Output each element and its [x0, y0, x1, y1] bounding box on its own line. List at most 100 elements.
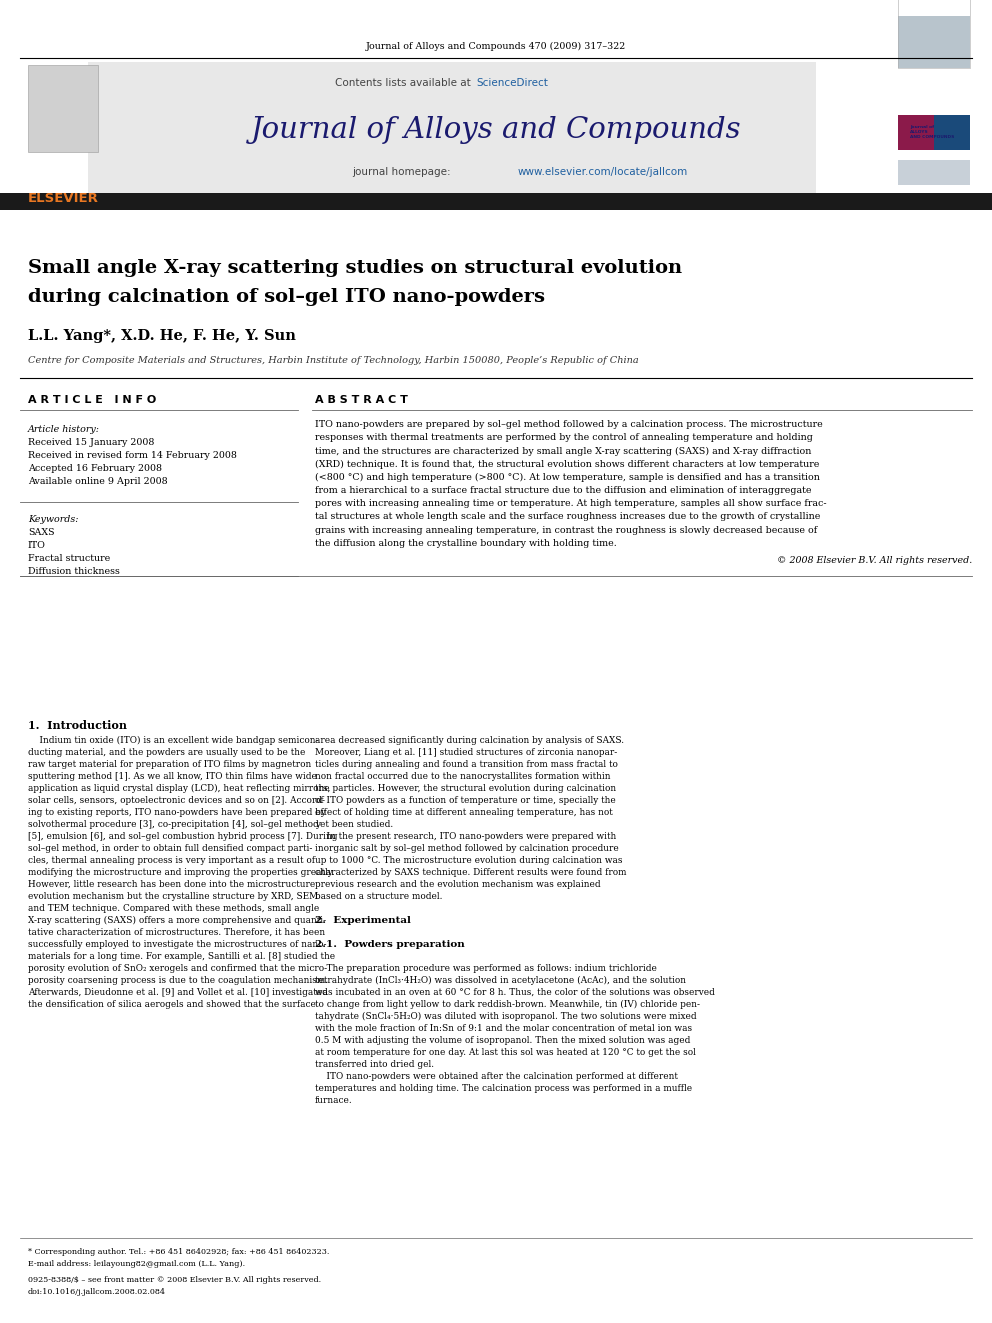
Text: cles, thermal annealing process is very important as a result of: cles, thermal annealing process is very … — [28, 856, 315, 865]
Text: characterized by SAXS technique. Different results were found from: characterized by SAXS technique. Differe… — [315, 868, 627, 877]
Text: (XRD) technique. It is found that, the structural evolution shows different char: (XRD) technique. It is found that, the s… — [315, 459, 819, 468]
Text: Journal of Alloys and Compounds: Journal of Alloys and Compounds — [251, 116, 741, 144]
Text: ITO: ITO — [28, 541, 46, 550]
Text: successfully employed to investigate the microstructures of nano-: successfully employed to investigate the… — [28, 941, 326, 949]
Text: Keywords:: Keywords: — [28, 515, 78, 524]
Text: ScienceDirect: ScienceDirect — [476, 78, 548, 89]
Text: E-mail address: leilayoung82@gmail.com (L.L. Yang).: E-mail address: leilayoung82@gmail.com (… — [28, 1259, 245, 1267]
Text: the diffusion along the crystalline boundary with holding time.: the diffusion along the crystalline boun… — [315, 538, 617, 548]
Text: non fractal occurred due to the nanocrystallites formation within: non fractal occurred due to the nanocrys… — [315, 773, 610, 781]
Text: Afterwards, Dieudonne et al. [9] and Vollet et al. [10] investigated: Afterwards, Dieudonne et al. [9] and Vol… — [28, 988, 328, 998]
Text: Diffusion thickness: Diffusion thickness — [28, 568, 120, 576]
Text: the densification of silica aerogels and showed that the surface: the densification of silica aerogels and… — [28, 1000, 315, 1009]
Text: application as liquid crystal display (LCD), heat reflecting mirrors,: application as liquid crystal display (L… — [28, 785, 330, 792]
Text: previous research and the evolution mechanism was explained: previous research and the evolution mech… — [315, 880, 600, 889]
Text: ing to existing reports, ITO nano-powders have been prepared by: ing to existing reports, ITO nano-powder… — [28, 808, 326, 818]
Text: Small angle X-ray scattering studies on structural evolution: Small angle X-ray scattering studies on … — [28, 259, 682, 277]
Text: Available online 9 April 2008: Available online 9 April 2008 — [28, 478, 168, 486]
Text: solvothermal procedure [3], co-precipitation [4], sol–gel method: solvothermal procedure [3], co-precipita… — [28, 820, 318, 830]
Text: doi:10.1016/j.jallcom.2008.02.084: doi:10.1016/j.jallcom.2008.02.084 — [28, 1289, 166, 1297]
Text: evolution mechanism but the crystalline structure by XRD, SEM: evolution mechanism but the crystalline … — [28, 892, 318, 901]
Text: with the mole fraction of In:Sn of 9:1 and the molar concentration of metal ion : with the mole fraction of In:Sn of 9:1 a… — [315, 1024, 692, 1033]
Text: raw target material for preparation of ITO films by magnetron: raw target material for preparation of I… — [28, 759, 311, 769]
Text: * Corresponding author. Tel.: +86 451 86402928; fax: +86 451 86402323.: * Corresponding author. Tel.: +86 451 86… — [28, 1248, 329, 1256]
Text: porosity coarsening process is due to the coagulation mechanism.: porosity coarsening process is due to th… — [28, 976, 328, 986]
Text: during calcination of sol–gel ITO nano-powders: during calcination of sol–gel ITO nano-p… — [28, 288, 545, 306]
Text: the particles. However, the structural evolution during calcination: the particles. However, the structural e… — [315, 785, 616, 792]
Text: (<800 °C) and high temperature (>800 °C). At low temperature, sample is densifie: (<800 °C) and high temperature (>800 °C)… — [315, 472, 819, 482]
Bar — [898, 0, 970, 67]
Text: from a hierarchical to a surface fractal structure due to the diffusion and elim: from a hierarchical to a surface fractal… — [315, 486, 811, 495]
Text: www.elsevier.com/locate/jallcom: www.elsevier.com/locate/jallcom — [518, 167, 688, 177]
Text: tal structures at whole length scale and the surface roughness increases due to : tal structures at whole length scale and… — [315, 512, 820, 521]
Text: A R T I C L E   I N F O: A R T I C L E I N F O — [28, 396, 157, 405]
Text: 2.  Experimental: 2. Experimental — [315, 916, 411, 925]
Text: SAXS: SAXS — [28, 528, 55, 537]
Text: porosity evolution of SnO₂ xerogels and confirmed that the micro-: porosity evolution of SnO₂ xerogels and … — [28, 964, 327, 972]
Text: Received 15 January 2008: Received 15 January 2008 — [28, 438, 155, 447]
Text: Accepted 16 February 2008: Accepted 16 February 2008 — [28, 464, 162, 474]
Text: ducting material, and the powders are usually used to be the: ducting material, and the powders are us… — [28, 747, 306, 757]
Text: In the present research, ITO nano-powders were prepared with: In the present research, ITO nano-powder… — [315, 832, 616, 841]
Text: Indium tin oxide (ITO) is an excellent wide bandgap semicon-: Indium tin oxide (ITO) is an excellent w… — [28, 736, 318, 745]
Bar — [28, 65, 98, 152]
Text: tative characterization of microstructures. Therefore, it has been: tative characterization of microstructur… — [28, 927, 325, 937]
Text: responses with thermal treatments are performed by the control of annealing temp: responses with thermal treatments are pe… — [315, 433, 812, 442]
Text: Journal of
ALLOYS
AND COMPOUNDS: Journal of ALLOYS AND COMPOUNDS — [910, 126, 954, 139]
Text: journal homepage:: journal homepage: — [352, 167, 454, 177]
Text: and TEM technique. Compared with these methods, small angle: and TEM technique. Compared with these m… — [28, 904, 319, 913]
Text: ITO nano-powders were obtained after the calcination performed at different: ITO nano-powders were obtained after the… — [315, 1072, 678, 1081]
Text: ticles during annealing and found a transition from mass fractal to: ticles during annealing and found a tran… — [315, 759, 618, 769]
Text: The preparation procedure was performed as follows: indium trichloride: The preparation procedure was performed … — [315, 964, 657, 972]
Text: 0925-8388/$ – see front matter © 2008 Elsevier B.V. All rights reserved.: 0925-8388/$ – see front matter © 2008 El… — [28, 1275, 321, 1285]
Text: X-ray scattering (SAXS) offers a more comprehensive and quanti-: X-ray scattering (SAXS) offers a more co… — [28, 916, 326, 925]
Text: A B S T R A C T: A B S T R A C T — [315, 396, 408, 405]
Text: ELSEVIER: ELSEVIER — [28, 192, 99, 205]
Text: area decreased significantly during calcination by analysis of SAXS.: area decreased significantly during calc… — [315, 736, 624, 745]
Text: © 2008 Elsevier B.V. All rights reserved.: © 2008 Elsevier B.V. All rights reserved… — [777, 556, 972, 565]
Text: sol–gel method, in order to obtain full densified compact parti-: sol–gel method, in order to obtain full … — [28, 844, 312, 853]
Text: at room temperature for one day. At last this sol was heated at 120 °C to get th: at room temperature for one day. At last… — [315, 1048, 695, 1057]
Text: modifying the microstructure and improving the properties greatly.: modifying the microstructure and improvi… — [28, 868, 334, 877]
Text: solar cells, sensors, optoelectronic devices and so on [2]. Accord-: solar cells, sensors, optoelectronic dev… — [28, 796, 325, 804]
Text: to change from light yellow to dark reddish-brown. Meanwhile, tin (IV) chloride : to change from light yellow to dark redd… — [315, 1000, 700, 1009]
Text: of ITO powders as a function of temperature or time, specially the: of ITO powders as a function of temperat… — [315, 796, 616, 804]
Text: ITO nano-powders are prepared by sol–gel method followed by a calcination proces: ITO nano-powders are prepared by sol–gel… — [315, 419, 822, 429]
Text: effect of holding time at different annealing temperature, has not: effect of holding time at different anne… — [315, 808, 613, 818]
Text: Received in revised form 14 February 2008: Received in revised form 14 February 200… — [28, 451, 237, 460]
Text: tahydrate (SnCl₄·5H₂O) was diluted with isopropanol. The two solutions were mixe: tahydrate (SnCl₄·5H₂O) was diluted with … — [315, 1012, 696, 1021]
Bar — [898, 90, 970, 120]
Text: Moreover, Liang et al. [11] studied structures of zirconia nanopar-: Moreover, Liang et al. [11] studied stru… — [315, 747, 617, 757]
Text: 0.5 M with adjusting the volume of isopropanol. Then the mixed solution was aged: 0.5 M with adjusting the volume of isopr… — [315, 1036, 690, 1045]
Text: inorganic salt by sol–gel method followed by calcination procedure: inorganic salt by sol–gel method followe… — [315, 844, 619, 853]
Bar — [898, 160, 970, 185]
Bar — [934, 115, 970, 149]
Bar — [898, 115, 934, 149]
Text: Journal of Alloys and Compounds 470 (2009) 317–322: Journal of Alloys and Compounds 470 (200… — [366, 41, 626, 50]
Text: was incubated in an oven at 60 °C for 8 h. Thus, the color of the solutions was : was incubated in an oven at 60 °C for 8 … — [315, 988, 715, 998]
Text: grains with increasing annealing temperature, in contrast the roughness is slowl: grains with increasing annealing tempera… — [315, 525, 817, 534]
Bar — [898, 16, 970, 67]
Text: [5], emulsion [6], and sol–gel combustion hybrid process [7]. During: [5], emulsion [6], and sol–gel combustio… — [28, 832, 337, 841]
Bar — [0, 193, 992, 210]
Text: Contents lists available at: Contents lists available at — [335, 78, 474, 89]
Text: 2.1.  Powders preparation: 2.1. Powders preparation — [315, 941, 464, 949]
Text: Article history:: Article history: — [28, 425, 100, 434]
Text: time, and the structures are characterized by small angle X-ray scattering (SAXS: time, and the structures are characteriz… — [315, 446, 811, 455]
Text: transferred into dried gel.: transferred into dried gel. — [315, 1060, 434, 1069]
Text: Centre for Composite Materials and Structures, Harbin Institute of Technology, H: Centre for Composite Materials and Struc… — [28, 356, 639, 365]
Text: furnace.: furnace. — [315, 1095, 353, 1105]
Text: tetrahydrate (InCl₃·4H₂O) was dissolved in acetylacetone (AcAc), and the solutio: tetrahydrate (InCl₃·4H₂O) was dissolved … — [315, 976, 686, 986]
Text: 1.  Introduction: 1. Introduction — [28, 720, 127, 732]
Bar — [88, 62, 816, 208]
Text: L.L. Yang*, X.D. He, F. He, Y. Sun: L.L. Yang*, X.D. He, F. He, Y. Sun — [28, 329, 296, 343]
Text: based on a structure model.: based on a structure model. — [315, 892, 442, 901]
Text: pores with increasing annealing time or temperature. At high temperature, sample: pores with increasing annealing time or … — [315, 499, 826, 508]
Text: up to 1000 °C. The microstructure evolution during calcination was: up to 1000 °C. The microstructure evolut… — [315, 856, 623, 865]
Text: Fractal structure: Fractal structure — [28, 554, 110, 564]
Text: However, little research has been done into the microstructure: However, little research has been done i… — [28, 880, 315, 889]
Text: materials for a long time. For example, Santilli et al. [8] studied the: materials for a long time. For example, … — [28, 953, 335, 960]
Text: sputtering method [1]. As we all know, ITO thin films have wide: sputtering method [1]. As we all know, I… — [28, 773, 316, 781]
Text: yet been studied.: yet been studied. — [315, 820, 393, 830]
Text: temperatures and holding time. The calcination process was performed in a muffle: temperatures and holding time. The calci… — [315, 1084, 692, 1093]
